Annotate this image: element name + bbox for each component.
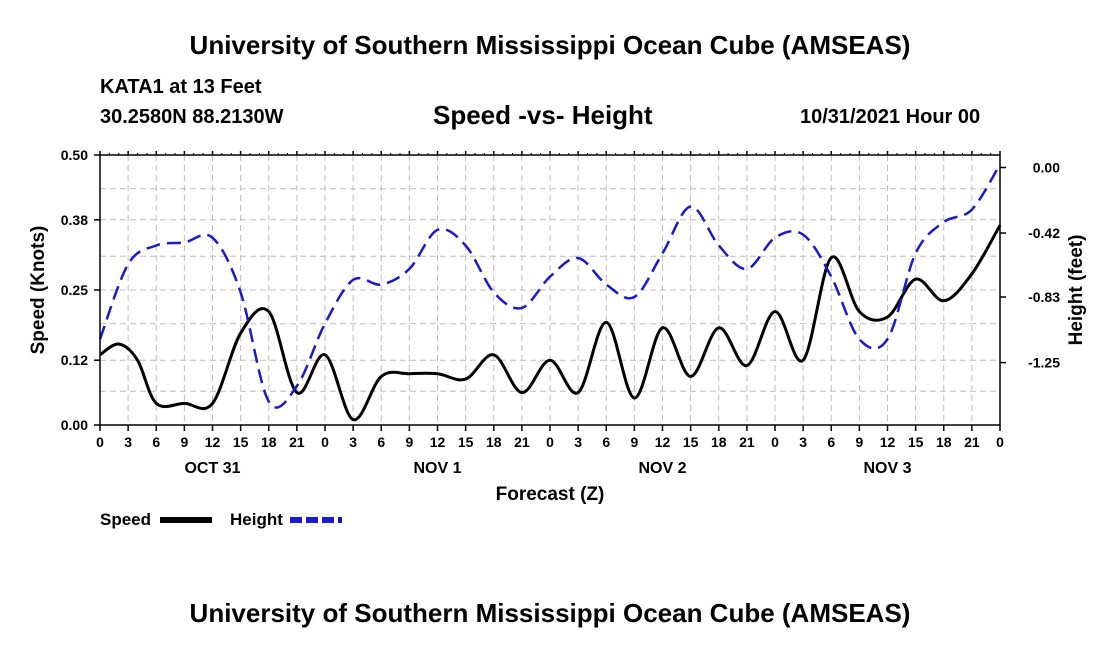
chart-axes	[94, 151, 1006, 431]
forecast-date: 10/31/2021 Hour 00	[800, 106, 981, 128]
legend-speed-swatch	[160, 517, 212, 523]
x-tick-label: 12	[205, 434, 221, 450]
x-axis-title: Forecast (Z)	[496, 484, 605, 505]
station-coordinates: 30.2580N 88.2130W	[100, 106, 284, 128]
page-title: University of Southern Mississippi Ocean…	[189, 30, 911, 60]
x-tick-label: 18	[711, 434, 727, 450]
x-tick-label: 6	[602, 434, 610, 450]
x-tick-label: 12	[430, 434, 446, 450]
chart-grid	[100, 155, 1000, 425]
y-right-axis-title: Height (feet)	[1066, 235, 1087, 346]
x-tick-label: 21	[289, 434, 305, 450]
chart-labels: 0 3 6 9 12 15 18 21 0 3 6 9 12 15 18 21 0 3 6 9 12 15 18 21 0 3 6 9…	[28, 147, 1087, 505]
x-tick-label: 3	[124, 434, 132, 450]
x-tick-label: 9	[855, 434, 863, 450]
chart-title: Speed -vs- Height	[433, 100, 653, 130]
y-right-tick-label: -0.83	[1028, 289, 1060, 305]
x-tick-label: 18	[486, 434, 502, 450]
x-tick-label: 12	[880, 434, 896, 450]
legend-height-swatch	[290, 517, 342, 523]
series-line-height	[98, 163, 1002, 409]
x-tick-label: 6	[827, 434, 835, 450]
x-tick-label: 0	[96, 434, 104, 450]
y-right-tick-label: 0.00	[1033, 159, 1060, 175]
x-tick-label: 15	[908, 434, 924, 450]
y-left-axis-title: Speed (Knots)	[28, 226, 49, 355]
x-tick-label: 21	[739, 434, 755, 450]
x-tick-label: 3	[574, 434, 582, 450]
x-tick-label: 0	[771, 434, 779, 450]
x-tick-label: 9	[630, 434, 638, 450]
x-tick-label: 18	[936, 434, 952, 450]
x-tick-label: 6	[152, 434, 160, 450]
x-tick-label: 3	[349, 434, 357, 450]
x-tick-label: 15	[458, 434, 474, 450]
legend-height-label: Height	[230, 510, 283, 529]
x-tick-label: 6	[377, 434, 385, 450]
x-tick-label: 15	[233, 434, 249, 450]
x-tick-label: 9	[405, 434, 413, 450]
x-tick-label: 3	[799, 434, 807, 450]
x-tick-label: 21	[514, 434, 530, 450]
y-left-tick-label: 0.00	[61, 417, 88, 433]
y-right-tick-label: -1.25	[1028, 355, 1060, 371]
day-label: NOV 3	[863, 460, 911, 477]
day-label: OCT 31	[184, 460, 240, 477]
y-right-tick-label: -0.42	[1028, 225, 1060, 241]
chart-series	[98, 163, 1002, 422]
y-left-tick-label: 0.12	[61, 352, 88, 368]
page-title-bottom: University of Southern Mississippi Ocean…	[189, 598, 911, 628]
x-tick-label: 21	[964, 434, 980, 450]
day-label: NOV 1	[413, 460, 461, 477]
x-tick-label: 0	[996, 434, 1004, 450]
day-label: NOV 2	[638, 460, 686, 477]
y-left-tick-label: 0.50	[61, 147, 88, 163]
x-tick-label: 9	[180, 434, 188, 450]
station-label: KATA1 at 13 Feet	[100, 76, 262, 98]
series-line-speed	[99, 224, 1002, 422]
y-left-tick-label: 0.38	[61, 212, 88, 228]
x-tick-label: 12	[655, 434, 671, 450]
x-tick-label: 0	[546, 434, 554, 450]
legend-speed-label: Speed	[100, 510, 152, 529]
y-left-tick-label: 0.25	[61, 282, 88, 298]
x-tick-label: 15	[683, 434, 699, 450]
x-tick-label: 18	[261, 434, 277, 450]
x-tick-label: 0	[321, 434, 329, 450]
